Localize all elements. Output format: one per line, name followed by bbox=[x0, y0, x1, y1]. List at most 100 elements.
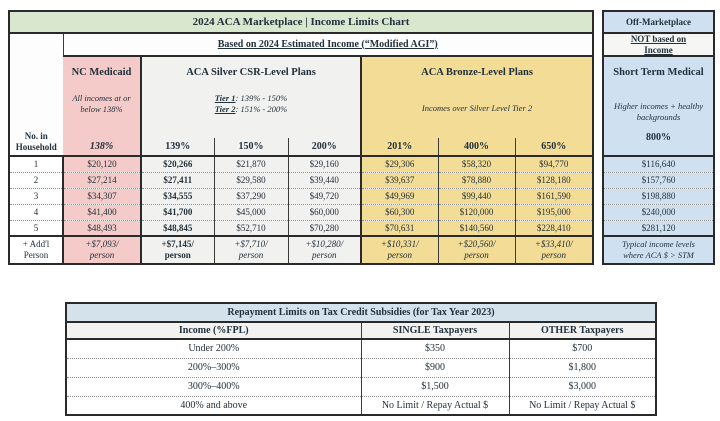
other-limit-cell: $700 bbox=[508, 338, 657, 358]
stm-income-cell: $198,880 bbox=[603, 187, 714, 204]
repayment-row: Under 200% $350 $700 bbox=[66, 338, 657, 358]
stm-income-cell: $240,000 bbox=[603, 203, 714, 220]
income-cell-201: $39,637 bbox=[360, 171, 438, 188]
single-limit-cell: No Limit / Repay Actual $ bbox=[360, 395, 509, 415]
household-count-cell: 1 bbox=[9, 155, 63, 172]
addl-cell-650: +$33,410/person bbox=[514, 235, 594, 264]
bronze-group-header: ACA Bronze-Level Plans Incomes over Silv… bbox=[359, 56, 594, 138]
single-limit-cell: $900 bbox=[360, 357, 509, 377]
silver-tiers: Tier 1: 139% - 150% Tier 2: 151% - 200% bbox=[214, 93, 288, 114]
fpl-range-cell: 400% and above bbox=[66, 395, 361, 415]
income-cell-150: $52,710 bbox=[213, 219, 288, 236]
single-limit-cell: $1,500 bbox=[360, 376, 509, 396]
pct-header-400: 400% bbox=[437, 138, 515, 157]
pct-header-650: 650% bbox=[514, 138, 594, 157]
repayment-header-income: Income (%FPL) bbox=[66, 322, 361, 340]
income-cell-650: $228,410 bbox=[514, 219, 594, 236]
income-cell-400: $58,320 bbox=[437, 155, 515, 172]
household-count-cell: 3 bbox=[9, 187, 63, 204]
pct-header-800: 800% bbox=[646, 132, 671, 144]
income-cell-139: $41,700 bbox=[140, 203, 214, 220]
income-cell-650: $94,770 bbox=[514, 155, 594, 172]
other-limit-cell: $1,800 bbox=[508, 357, 657, 377]
household-label-line1: No. in bbox=[24, 131, 48, 142]
repayment-limits-table: Repayment Limits on Tax Credit Subsidies… bbox=[65, 302, 658, 416]
income-cell-201: $29,306 bbox=[360, 155, 438, 172]
single-limit-cell: $350 bbox=[360, 338, 509, 358]
income-cell-138: $48,493 bbox=[62, 219, 141, 236]
repayment-row: 200%–300% $900 $1,800 bbox=[66, 357, 657, 377]
household-column-header: No. in Household bbox=[9, 33, 63, 157]
income-cell-200: $70,280 bbox=[287, 219, 361, 236]
pct-header-138: 138% bbox=[63, 138, 141, 157]
household-count-cell: 4 bbox=[9, 203, 63, 220]
income-cell-201: $60,300 bbox=[360, 203, 438, 220]
stm-income-cell: $157,760 bbox=[603, 171, 714, 188]
income-row-1: 1 $20,120 $20,266 $21,870 $29,160 $29,30… bbox=[9, 155, 594, 172]
income-cell-150: $45,000 bbox=[213, 203, 288, 220]
addl-person-row: + Add'l Person +$7,093/person +$7,145/per… bbox=[9, 235, 594, 264]
bronze-title: ACA Bronze-Level Plans bbox=[421, 67, 533, 78]
silver-group-header: ACA Silver CSR-Level Plans Tier 1: 139% … bbox=[140, 56, 361, 138]
repayment-row: 400% and above No Limit / Repay Actual $… bbox=[66, 395, 657, 415]
income-cell-139: $34,555 bbox=[140, 187, 214, 204]
repayment-title: Repayment Limits on Tax Credit Subsidies… bbox=[66, 303, 657, 323]
repayment-header-other: OTHER Taxpayers bbox=[508, 322, 657, 340]
income-cell-400: $99,440 bbox=[437, 187, 515, 204]
pct-header-139: 139% bbox=[140, 138, 214, 157]
income-cell-201: $70,631 bbox=[360, 219, 438, 236]
stm-desc: Higher incomes + healthy backgrounds bbox=[613, 101, 704, 122]
other-limit-cell: $3,000 bbox=[508, 376, 657, 396]
bronze-desc: Incomes over Silver Level Tier 2 bbox=[421, 103, 533, 114]
addl-person-label: + Add'l Person bbox=[9, 235, 63, 264]
household-count-cell: 2 bbox=[9, 171, 63, 188]
household-count-cell: 5 bbox=[9, 219, 63, 236]
income-cell-138: $20,120 bbox=[62, 155, 141, 172]
off-marketplace-table: Off-Marketplace NOT based on Income Shor… bbox=[602, 10, 715, 265]
stm-note: Typical income levels where ACA $ > STM bbox=[603, 235, 714, 264]
income-cell-138: $27,214 bbox=[62, 171, 141, 188]
stm-title: Short Term Medical bbox=[613, 67, 704, 78]
household-label-line2: Household bbox=[15, 141, 57, 152]
income-cell-200: $39,440 bbox=[287, 171, 361, 188]
nc-medicaid-group-header: NC Medicaid All incomes at or below 138% bbox=[63, 56, 141, 138]
addl-cell-400: +$20,560/person bbox=[437, 235, 515, 264]
income-cell-200: $49,720 bbox=[287, 187, 361, 204]
addl-cell-150: +$7,710/person bbox=[213, 235, 288, 264]
pct-header-201: 201% bbox=[360, 138, 438, 157]
income-cell-150: $21,870 bbox=[213, 155, 288, 172]
income-cell-201: $49,969 bbox=[360, 187, 438, 204]
income-cell-200: $60,000 bbox=[287, 203, 361, 220]
income-row-2: 2 $27,214 $27,411 $29,580 $39,440 $39,63… bbox=[9, 171, 594, 188]
income-cell-400: $78,880 bbox=[437, 171, 515, 188]
repayment-row: 300%–400% $1,500 $3,000 bbox=[66, 376, 657, 396]
income-cell-139: $20,266 bbox=[140, 155, 214, 172]
repayment-header-single: SINGLE Taxpayers bbox=[360, 322, 509, 340]
fpl-range-cell: 200%–300% bbox=[66, 357, 361, 377]
not-based-on-income-label: NOT based on Income bbox=[603, 33, 714, 57]
income-cell-400: $140,560 bbox=[437, 219, 515, 236]
short-term-medical-header: Short Term Medical Higher incomes + heal… bbox=[603, 56, 714, 157]
income-cell-650: $161,590 bbox=[514, 187, 594, 204]
income-cell-138: $41,400 bbox=[62, 203, 141, 220]
income-cell-150: $29,580 bbox=[213, 171, 288, 188]
income-row-5: 5 $48,493 $48,845 $52,710 $70,280 $70,63… bbox=[9, 219, 594, 236]
silver-title: ACA Silver CSR-Level Plans bbox=[186, 67, 316, 78]
nc-medicaid-desc: All incomes at or below 138% bbox=[72, 93, 131, 114]
pct-header-150: 150% bbox=[213, 138, 288, 157]
income-limits-table: 2024 ACA Marketplace | Income Limits Cha… bbox=[8, 10, 595, 265]
income-cell-400: $120,000 bbox=[437, 203, 515, 220]
income-cell-650: $195,000 bbox=[514, 203, 594, 220]
pct-header-200: 200% bbox=[287, 138, 361, 157]
income-cell-138: $34,307 bbox=[62, 187, 141, 204]
income-cell-650: $128,180 bbox=[514, 171, 594, 188]
repayment-header-row: Income (%FPL) SINGLE Taxpayers OTHER Tax… bbox=[66, 322, 657, 340]
fpl-range-cell: 300%–400% bbox=[66, 376, 361, 396]
nc-medicaid-title: NC Medicaid bbox=[71, 67, 132, 78]
addl-cell-139: +$7,145/person bbox=[140, 235, 214, 264]
income-cell-139: $27,411 bbox=[140, 171, 214, 188]
stm-income-cell: $116,640 bbox=[603, 155, 714, 172]
table-title: 2024 ACA Marketplace | Income Limits Cha… bbox=[9, 11, 594, 34]
stm-income-cell: $281,120 bbox=[603, 219, 714, 236]
